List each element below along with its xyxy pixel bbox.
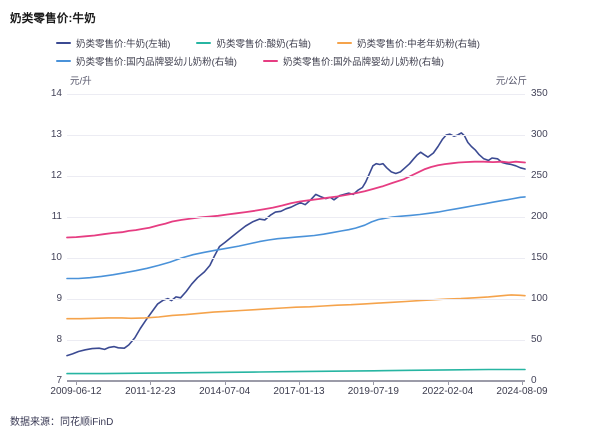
gridline xyxy=(67,258,525,259)
series-line-3 xyxy=(66,196,526,280)
x-axis-line xyxy=(67,380,525,382)
legend-item-2[interactable]: 奶类零售价:中老年奶粉(右轴) xyxy=(336,36,480,50)
legend-item-0[interactable]: 奶类零售价:牛奶(左轴) xyxy=(56,36,170,50)
axis-tick-label: 12 xyxy=(50,170,62,181)
legend-label: 奶类零售价:中老年奶粉(右轴) xyxy=(356,39,480,50)
x-axis-tick-label: 2009-06-12 xyxy=(50,386,102,397)
x-axis-tickmark xyxy=(447,381,449,385)
axis-tick-label: 9 xyxy=(56,293,62,304)
legend-item-3[interactable]: 奶类零售价:国内品牌婴幼儿奶粉(右轴) xyxy=(56,54,237,68)
legend-swatch-icon xyxy=(56,41,71,45)
gridline xyxy=(67,340,525,341)
axis-tick-label: 250 xyxy=(531,170,548,181)
x-axis-tickmark xyxy=(150,381,152,385)
x-axis-tick-label: 2011-12-23 xyxy=(125,386,176,397)
legend-swatch-icon xyxy=(262,59,278,63)
legend-row: 奶类零售价:牛奶(左轴) 奶类零售价:酸奶(右轴) 奶类零售价:中老年奶粉(右轴) xyxy=(56,36,480,50)
axis-tick-label: 350 xyxy=(531,88,548,99)
legend-swatch-icon xyxy=(56,59,71,63)
axis-tick-label: 150 xyxy=(531,252,548,263)
x-axis-tick-label: 2024-08-09 xyxy=(496,386,548,397)
axis-tick-label: 7 xyxy=(56,375,62,386)
legend-row: 奶类零售价:国内品牌婴幼儿奶粉(右轴) 奶类零售价:国外品牌婴幼儿奶粉(右轴) xyxy=(56,54,480,68)
gridline xyxy=(67,94,525,95)
chart-title: 奶类零售价:牛奶 xyxy=(10,13,96,25)
x-axis-tickmark xyxy=(373,381,375,385)
x-axis-ticks: 2009-06-12 2011-12-23 2014-07-04 2017-01-13… xyxy=(50,386,547,400)
gridline xyxy=(67,299,525,300)
series-line-0 xyxy=(66,132,526,357)
axis-tick-label: 0 xyxy=(531,375,537,386)
x-axis-tickmark xyxy=(299,381,300,385)
axis-tick-label: 14 xyxy=(50,88,62,99)
series-line-2 xyxy=(66,294,526,320)
axis-tick-label: 8 xyxy=(56,334,62,345)
x-axis-tickmark xyxy=(522,381,523,385)
x-axis-tick-label: 2017-01-13 xyxy=(273,386,325,397)
axis-tick-label: 11 xyxy=(51,211,62,222)
plot-area xyxy=(66,94,526,385)
legend-label: 奶类零售价:牛奶(左轴) xyxy=(76,39,171,50)
x-axis-tickmark xyxy=(224,381,226,385)
gridline xyxy=(67,135,525,136)
x-axis-tick-label: 2022-02-04 xyxy=(422,386,474,397)
right-axis-unit-label: 元/公斤 xyxy=(495,76,527,87)
legend-item-1[interactable]: 奶类零售价:酸奶(右轴) xyxy=(196,36,311,50)
axis-tick-label: 10 xyxy=(50,252,62,263)
legend-label: 奶类零售价:国内品牌婴幼儿奶粉(右轴) xyxy=(76,57,237,68)
gridline xyxy=(67,176,525,177)
legend-swatch-icon xyxy=(196,41,212,45)
x-axis-tick-label: 2019-07-19 xyxy=(347,386,399,397)
x-axis-tick-label: 2014-07-04 xyxy=(199,386,251,397)
right-axis-ticks: 350 300 250 200 150 100 50 0 xyxy=(531,88,571,386)
legend-label: 奶类零售价:国外品牌婴幼儿奶粉(右轴) xyxy=(282,57,444,68)
x-axis-tickmark xyxy=(76,381,77,385)
legend-item-4[interactable]: 奶类零售价:国外品牌婴幼儿奶粉(右轴) xyxy=(262,54,444,68)
data-source: 数据来源：同花顺iFinD xyxy=(10,417,114,428)
series-lines xyxy=(66,132,526,375)
series-line-4 xyxy=(66,160,526,239)
legend-label: 奶类零售价:酸奶(右轴) xyxy=(216,39,311,50)
left-axis-ticks: 14 13 12 11 10 9 8 7 xyxy=(0,88,62,386)
axis-tick-label: 13 xyxy=(50,129,62,140)
axis-tick-label: 50 xyxy=(531,334,543,345)
legend: 奶类零售价:牛奶(左轴) 奶类零售价:酸奶(右轴) 奶类零售价:中老年奶粉(右轴) 奶… xyxy=(56,36,480,68)
axis-tick-label: 200 xyxy=(531,211,548,222)
gridline xyxy=(67,217,525,218)
series-line-1 xyxy=(66,368,526,375)
axis-tick-label: 300 xyxy=(531,129,548,140)
legend-swatch-icon xyxy=(336,41,352,45)
left-axis-unit-label: 元/升 xyxy=(70,76,92,87)
axis-tick-label: 100 xyxy=(531,293,548,304)
